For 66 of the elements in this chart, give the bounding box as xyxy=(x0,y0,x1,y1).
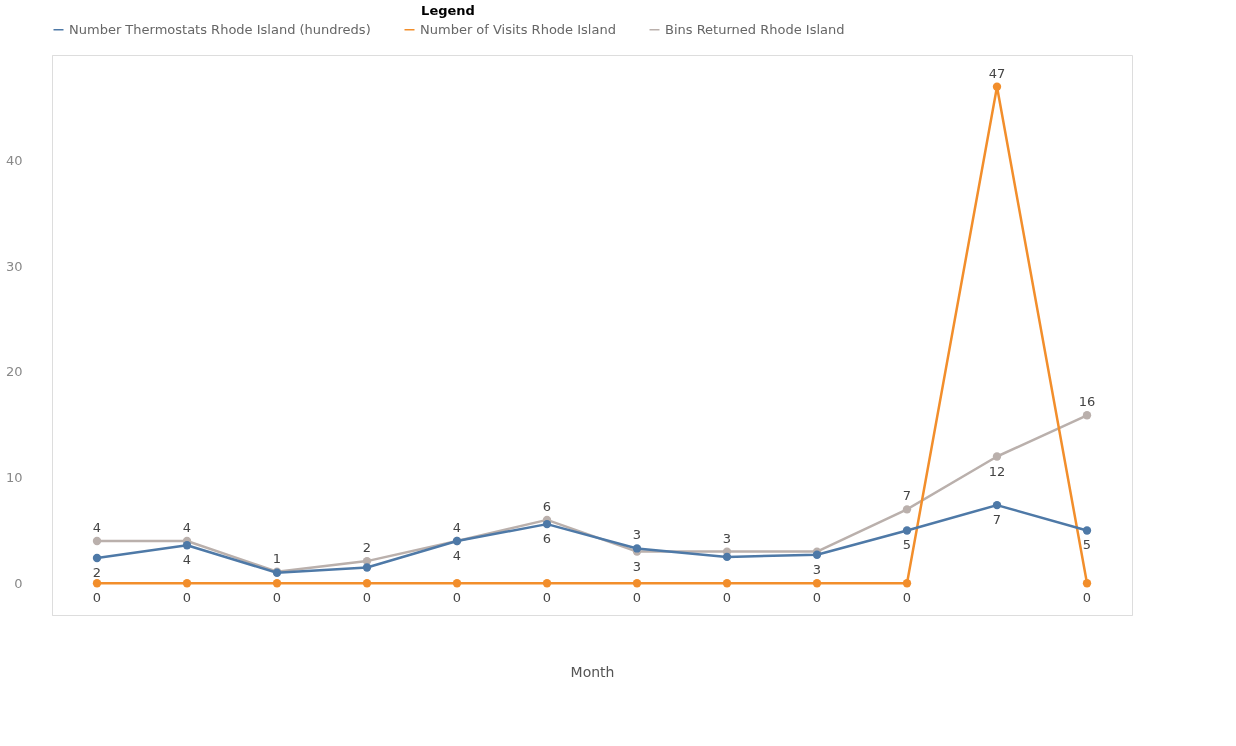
data-label: 16 xyxy=(1078,394,1096,410)
point xyxy=(362,579,372,588)
point xyxy=(722,552,732,562)
point xyxy=(542,579,552,588)
data-label: 3 xyxy=(722,530,732,546)
data-label: 12 xyxy=(988,463,1006,479)
legend-title: Legend xyxy=(421,3,475,18)
y-tick-label: 40 xyxy=(5,153,23,169)
y-tick-label: 10 xyxy=(5,470,23,486)
data-label: 6 xyxy=(542,498,552,514)
point xyxy=(272,579,282,588)
point xyxy=(1082,526,1092,535)
data-label: 2 xyxy=(92,564,102,580)
y-tick-label: 0 xyxy=(14,575,23,591)
data-label: 7 xyxy=(902,488,912,504)
data-label: 3 xyxy=(812,561,822,577)
data-label: 0 xyxy=(902,590,912,606)
point xyxy=(992,452,1002,461)
y-tick-label: 20 xyxy=(5,364,23,380)
data-label: 3 xyxy=(632,527,642,543)
point xyxy=(992,82,1002,91)
data-label: 0 xyxy=(632,590,642,606)
point xyxy=(92,536,102,546)
x-axis-title: Month xyxy=(570,663,615,680)
data-label: 6 xyxy=(542,531,552,547)
point xyxy=(902,526,912,535)
point xyxy=(902,505,912,514)
data-label: 0 xyxy=(272,590,282,606)
point xyxy=(182,579,192,588)
data-label: 4 xyxy=(182,520,192,536)
data-label: 47 xyxy=(988,65,1006,81)
point xyxy=(902,579,912,588)
point xyxy=(452,579,462,588)
data-label: 5 xyxy=(1082,537,1092,553)
data-label: 1 xyxy=(272,550,282,566)
data-label: 4 xyxy=(182,552,192,568)
point xyxy=(362,563,372,572)
point xyxy=(722,579,732,588)
data-label: 0 xyxy=(812,590,822,606)
data-label: 2 xyxy=(362,540,372,556)
legend-label: Number Thermostats Rhode Island (hundreds) xyxy=(69,21,371,37)
point xyxy=(992,500,1002,510)
data-label: 5 xyxy=(902,537,912,553)
data-label: 4 xyxy=(452,520,462,536)
point xyxy=(1082,411,1092,420)
point xyxy=(812,579,822,588)
y-tick-label: 30 xyxy=(5,258,23,274)
data-label: 0 xyxy=(362,590,372,606)
data-label: 0 xyxy=(542,590,552,606)
data-label: 0 xyxy=(722,590,732,606)
point xyxy=(182,541,192,550)
legend-label: Number of Visits Rhode Island xyxy=(420,21,616,37)
data-label: 4 xyxy=(452,548,462,564)
point xyxy=(1082,579,1092,588)
point xyxy=(92,579,102,588)
point xyxy=(632,579,642,588)
data-label: 3 xyxy=(632,558,642,574)
data-label: 4 xyxy=(92,520,102,536)
data-label: 0 xyxy=(1082,590,1092,606)
legend-label: Bins Returned Rhode Island xyxy=(665,21,845,37)
data-label: 0 xyxy=(182,590,192,606)
data-label: 0 xyxy=(452,590,462,606)
data-label: 7 xyxy=(992,512,1002,528)
point xyxy=(542,519,552,529)
point xyxy=(92,553,102,563)
data-label: 0 xyxy=(92,590,102,606)
